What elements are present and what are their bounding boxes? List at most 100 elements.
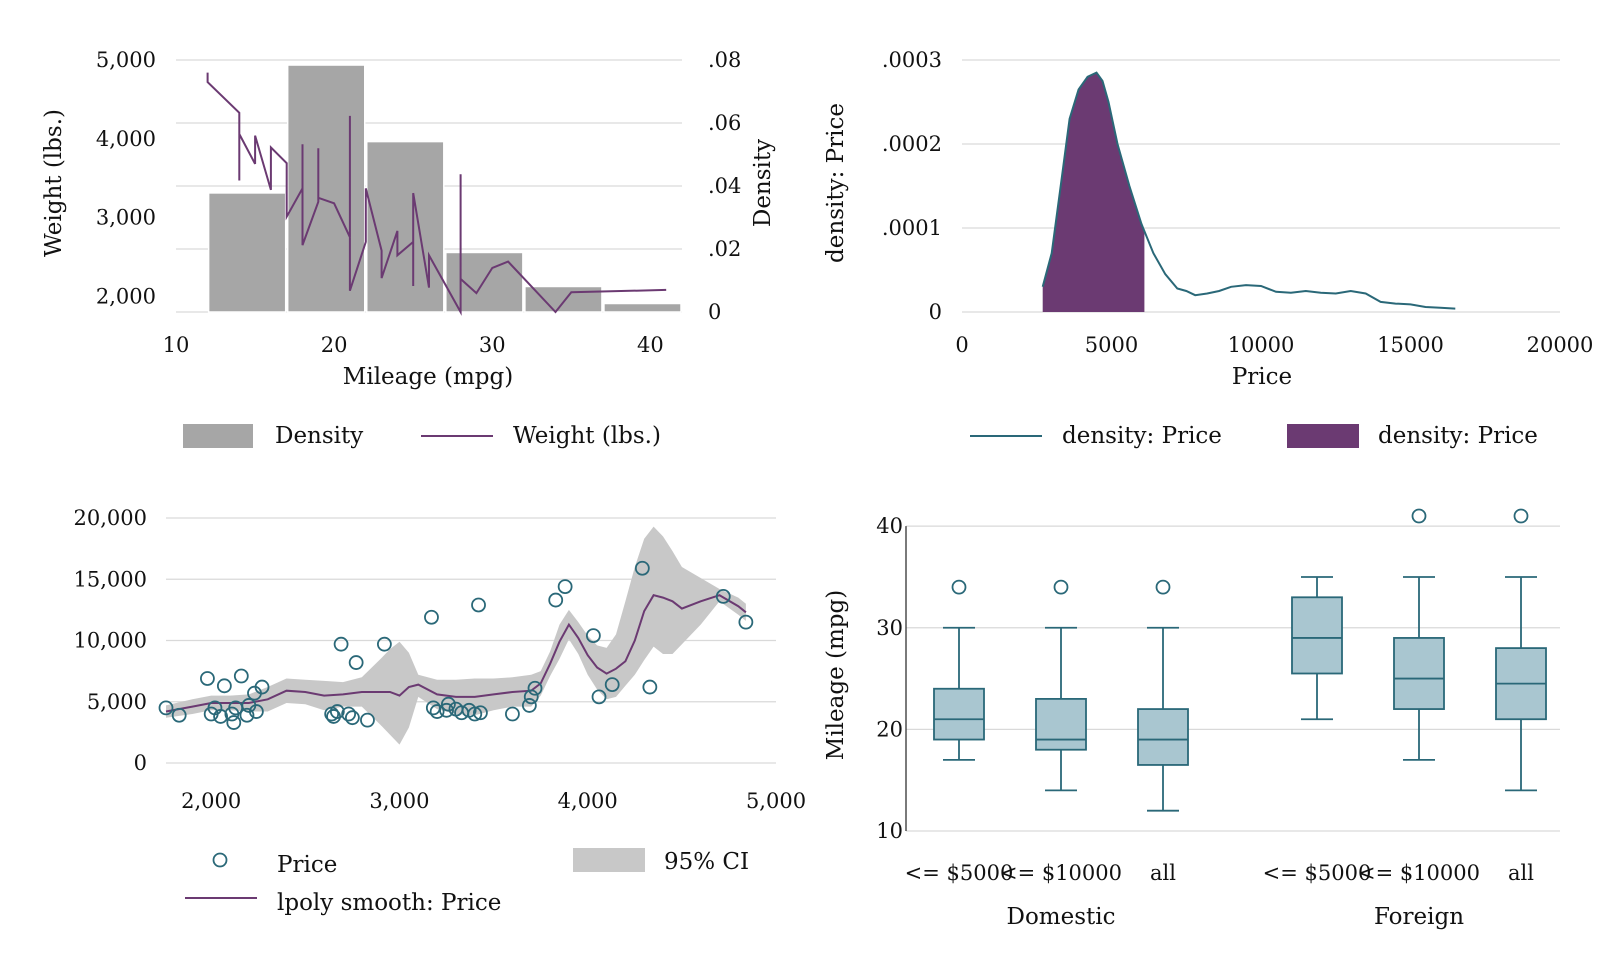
histogram-bar <box>366 140 445 313</box>
scatter-point <box>226 715 242 730</box>
legend-label-smooth: lpoly smooth: Price <box>277 890 501 916</box>
histogram-bar <box>207 192 287 313</box>
weight-line <box>206 72 667 316</box>
scatter-point <box>348 655 364 670</box>
legend-label-ci: 95% CI <box>664 849 749 875</box>
histogram-weight-panel: 0 .02 .04 .06 .08 2,000 3,000 4,000 5,000 10 20 30 4… <box>41 48 776 449</box>
y-right-tick-label: .02 <box>708 237 741 261</box>
box-category-label: <= $5000 <box>905 861 1014 885</box>
density-line <box>1041 71 1456 310</box>
y-tick-label: 0 <box>134 751 147 775</box>
y-left-axis-label: Weight (lbs.) <box>41 109 67 257</box>
x-tick-label: 3,000 <box>369 789 429 813</box>
scatter-point <box>429 704 445 719</box>
scatter-point <box>604 677 620 692</box>
scatter-point <box>158 700 174 716</box>
legend-swatch-density <box>183 424 253 448</box>
x-tick-label: 10000 <box>1228 333 1295 357</box>
scatter-point <box>233 668 249 684</box>
scatter-point <box>341 706 357 722</box>
x-axis-label: Price <box>1232 364 1292 390</box>
scatter-point <box>738 614 754 630</box>
scatter-point <box>441 696 456 712</box>
scatter-point <box>171 707 187 723</box>
x-tick-label: 5,000 <box>746 789 806 813</box>
x-tick-label: 40 <box>637 333 664 357</box>
scatter-point <box>200 671 215 686</box>
x-tick-label: 5000 <box>1085 333 1138 357</box>
y-right-axis-label: Density <box>750 139 776 227</box>
y-tick-label: 0 <box>929 300 942 324</box>
box-category-label: all <box>1150 861 1176 885</box>
legend-label-density-line: density: Price <box>1062 423 1222 449</box>
y-left-tick-label: 3,000 <box>96 206 156 230</box>
box-category-label: <= $10000 <box>1000 861 1122 885</box>
box-outlier <box>1053 579 1069 595</box>
scatter-point <box>439 702 454 718</box>
group-label-domestic: Domestic <box>1007 904 1116 930</box>
scatter-point <box>523 689 539 705</box>
scatter-point <box>239 707 255 723</box>
box-iqr <box>1291 596 1343 675</box>
box-outlier <box>1513 508 1529 524</box>
box-category-label: all <box>1508 861 1534 885</box>
legend-swatch-density-area <box>1287 424 1359 448</box>
scatter-point <box>329 704 345 719</box>
scatter-point <box>344 710 360 726</box>
scatter-point <box>333 636 349 652</box>
scatter-point <box>585 628 601 643</box>
lpoly-price-panel: 0 5,000 10,000 15,000 20,000 2,000 3,000 4,000 5… <box>74 506 807 916</box>
legend-label-weight: Weight (lbs.) <box>513 423 661 449</box>
histogram-bar <box>603 302 682 313</box>
x-tick-label: 30 <box>479 333 506 357</box>
price-density-panel: 0 .0001 .0002 .0003 0 5000 10000 15000 20000 Pric… <box>823 48 1593 449</box>
y-tick-label: 10,000 <box>74 629 147 653</box>
box-iqr <box>933 687 985 741</box>
y-tick-label: 5,000 <box>87 690 147 714</box>
scatter-point <box>360 712 375 728</box>
box-iqr <box>1393 637 1445 710</box>
x-tick-label: 10 <box>163 333 190 357</box>
box-outlier <box>1155 579 1171 595</box>
scatter-point <box>254 679 270 695</box>
legend-swatch-price <box>212 852 228 868</box>
y-tick-label: 10 <box>876 819 903 843</box>
y-tick-label: 20,000 <box>74 506 147 530</box>
box-category-label: <= $10000 <box>1358 861 1480 885</box>
scatter-point <box>505 706 520 722</box>
y-tick-label: .0002 <box>882 132 942 156</box>
scatter-point <box>467 706 483 722</box>
scatter-point <box>557 579 573 594</box>
density-area <box>1042 72 1145 312</box>
y-right-tick-label: .06 <box>708 111 741 135</box>
y-tick-label: 30 <box>876 616 903 640</box>
histogram-bar <box>524 285 603 313</box>
y-tick-label: 20 <box>876 717 903 741</box>
scatter-point <box>642 679 658 695</box>
y-right-tick-label: .04 <box>708 174 741 198</box>
legend-label-density-area: density: Price <box>1378 423 1538 449</box>
y-left-tick-label: 5,000 <box>96 48 156 72</box>
scatter-point <box>634 560 650 576</box>
scatter-point <box>216 678 232 694</box>
y-tick-label: .0001 <box>882 216 942 240</box>
legend-swatch-ci <box>573 848 645 872</box>
scatter-point <box>248 704 264 719</box>
y-axis-label: density: Price <box>823 103 849 263</box>
y-right-tick-label: 0 <box>708 300 721 324</box>
scatter-point <box>213 709 228 724</box>
scatter-point <box>715 589 731 604</box>
box-iqr <box>1035 698 1087 751</box>
lpoly-smooth-line <box>165 594 747 713</box>
y-right-tick-label: .08 <box>708 48 741 72</box>
x-tick-label: 20000 <box>1527 333 1594 357</box>
box-outlier <box>1411 508 1427 524</box>
y-left-tick-label: 2,000 <box>96 284 156 308</box>
legend-label-price: Price <box>277 852 337 878</box>
y-tick-label: 40 <box>876 514 903 538</box>
y-axis-label: Mileage (mpg) <box>823 590 849 760</box>
box-outlier <box>951 579 967 595</box>
scatter-point <box>527 680 543 696</box>
